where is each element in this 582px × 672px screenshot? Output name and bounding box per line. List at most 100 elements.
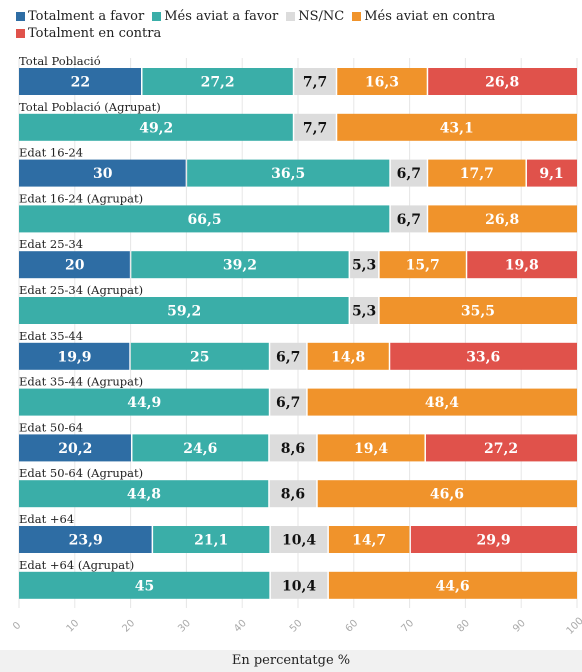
- bar-segment: [269, 480, 317, 508]
- x-tick-label: 40: [232, 618, 249, 635]
- x-axis-label: En percentatge %: [0, 650, 582, 672]
- data-label: 20: [65, 258, 85, 274]
- data-label: 36,5: [271, 166, 305, 182]
- bar-segment: [19, 297, 349, 324]
- data-label: 8,6: [281, 487, 305, 503]
- x-tick-label: 30: [176, 618, 193, 635]
- bar-segment: [153, 526, 270, 553]
- data-label: 8,6: [281, 441, 305, 457]
- data-label: 66,5: [187, 212, 221, 228]
- legend-item: Més aviat en contra: [352, 8, 495, 25]
- bar-segment: [19, 434, 131, 462]
- row-label: Edat 35-44 (Agrupat): [19, 375, 143, 389]
- x-tick-label: 100: [565, 616, 582, 637]
- data-label: 27,2: [484, 441, 518, 457]
- bar-segment: [270, 571, 328, 599]
- bar-segment: [19, 571, 270, 599]
- data-label: 10,4: [282, 533, 316, 549]
- bar-segment: [270, 388, 307, 416]
- data-label: 21,1: [194, 533, 228, 549]
- data-label: 26,8: [485, 212, 519, 228]
- data-label: 17,7: [460, 166, 494, 182]
- bar-segment: [428, 68, 577, 95]
- bar-segment: [350, 297, 379, 324]
- bar-segment: [131, 251, 349, 279]
- bar-segment: [379, 297, 577, 324]
- bar-segment: [19, 251, 130, 279]
- data-label: 5,3: [352, 304, 376, 320]
- bar-segment: [19, 342, 130, 370]
- legend-item: Totalment en contra: [16, 25, 161, 42]
- bar-segment: [130, 342, 269, 370]
- x-tick-label: 50: [288, 618, 305, 635]
- data-label: 26,8: [485, 75, 519, 91]
- x-tick-label: 0: [11, 620, 23, 632]
- data-label: 22: [71, 75, 90, 91]
- bar-segment: [467, 251, 577, 279]
- row-label: Edat 50-64 (Agrupat): [19, 466, 143, 480]
- legend-swatch: [152, 12, 162, 21]
- x-tick-label: 70: [399, 618, 416, 635]
- bar-segment: [317, 434, 425, 462]
- bar-segment: [350, 251, 379, 279]
- data-label: 24,6: [183, 441, 217, 457]
- data-label: 14,8: [331, 349, 365, 365]
- bar-segment: [19, 526, 152, 553]
- row-label: Edat 25-34: [19, 237, 83, 251]
- bar-segment: [526, 159, 577, 187]
- data-label: 23,9: [69, 533, 103, 549]
- bar-segment: [425, 434, 577, 462]
- data-label: 44,9: [127, 395, 161, 411]
- data-label: 44,8: [127, 487, 161, 503]
- data-label: 15,7: [406, 258, 440, 274]
- row-label: Edat 16-24: [19, 146, 83, 160]
- legend-swatch: [16, 29, 25, 38]
- legend-item: NS/NC: [286, 8, 344, 25]
- legend-label: NS/NC: [298, 9, 345, 24]
- legend-label: Totalment en contra: [28, 26, 162, 41]
- data-label: 45: [135, 578, 154, 594]
- row-label: Edat 50-64: [19, 420, 83, 434]
- bar-segment: [19, 68, 142, 95]
- data-label: 39,2: [223, 258, 257, 274]
- bar-segment: [337, 113, 577, 141]
- bar-segment: [270, 526, 328, 553]
- row-label: Total Població (Agrupat): [19, 100, 161, 114]
- x-tick-label: 80: [455, 618, 472, 635]
- data-label: 27,2: [201, 75, 235, 91]
- bar-segment: [410, 526, 577, 553]
- data-label: 5,3: [352, 258, 376, 274]
- legend-swatch: [286, 12, 296, 21]
- data-label: 9,1: [539, 166, 563, 182]
- bar-segment: [390, 159, 427, 187]
- x-tick-label: 90: [511, 618, 528, 635]
- bar-segment: [294, 68, 336, 95]
- row-label: Edat 25-34 (Agrupat): [19, 283, 143, 297]
- data-label: 7,7: [303, 75, 327, 91]
- data-label: 46,6: [430, 487, 464, 503]
- bar-segment: [390, 342, 577, 370]
- data-label: 20,2: [58, 441, 92, 457]
- data-label: 6,7: [397, 166, 421, 182]
- legend-item: Totalment a favor: [16, 8, 144, 25]
- row-label: Edat +64 (Agrupat): [19, 558, 134, 572]
- chart-legend: Totalment a favor Més aviat a favor NS/NC M…: [16, 8, 576, 42]
- row-label: Edat 35-44: [19, 329, 83, 343]
- bar-segment: [307, 388, 577, 416]
- data-label: 10,4: [282, 578, 316, 594]
- bar-segment: [328, 526, 410, 553]
- data-label: 19,9: [57, 349, 91, 365]
- bar-segment: [19, 388, 269, 416]
- data-label: 6,7: [276, 395, 300, 411]
- data-label: 19,4: [354, 441, 388, 457]
- x-tick-label: 20: [120, 618, 137, 635]
- data-label: 35,5: [461, 304, 495, 320]
- data-label: 19,8: [505, 258, 539, 274]
- data-label: 59,2: [167, 304, 201, 320]
- bar-segment: [337, 68, 427, 95]
- bar-segment: [328, 571, 577, 599]
- bar-segment: [19, 480, 269, 508]
- data-label: 6,7: [276, 349, 300, 365]
- data-label: 49,2: [139, 120, 173, 136]
- bar-segment: [428, 159, 526, 187]
